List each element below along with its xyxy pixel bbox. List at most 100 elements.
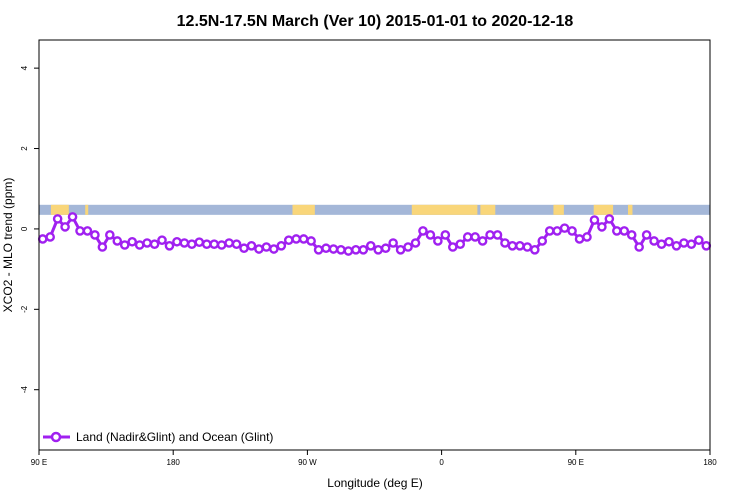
data-point bbox=[656, 239, 667, 249]
data-point bbox=[313, 245, 324, 255]
data-point bbox=[67, 212, 78, 222]
data-point bbox=[485, 230, 495, 240]
land-segment bbox=[292, 204, 315, 215]
data-point bbox=[216, 240, 227, 250]
land-segment bbox=[480, 204, 496, 215]
data-point bbox=[462, 232, 473, 242]
ocean-band bbox=[39, 204, 710, 215]
data-point bbox=[201, 239, 212, 249]
data-point bbox=[440, 230, 451, 240]
x-tick-label: 90 E bbox=[31, 458, 47, 467]
legend-label: Land (Nadir&Glint) and Ocean (Glint) bbox=[76, 430, 273, 444]
data-point bbox=[365, 241, 376, 251]
land-ocean-band bbox=[39, 204, 710, 215]
data-point bbox=[321, 243, 331, 254]
land-segment bbox=[50, 204, 69, 215]
data-point bbox=[403, 242, 413, 252]
data-point bbox=[82, 226, 93, 236]
data-point bbox=[105, 230, 115, 240]
y-tick-label: 2 bbox=[20, 146, 29, 151]
data-point bbox=[559, 223, 570, 233]
data-point bbox=[127, 236, 137, 247]
series-layer bbox=[37, 212, 712, 256]
y-tick-label: -4 bbox=[20, 386, 29, 394]
data-point bbox=[447, 242, 458, 252]
y-tick-label: 0 bbox=[20, 226, 29, 231]
data-point bbox=[112, 236, 123, 246]
data-point bbox=[172, 236, 182, 247]
data-point bbox=[149, 239, 160, 249]
y-axis-label: XCO2 - MLO trend (ppm) bbox=[1, 178, 15, 313]
data-point bbox=[641, 230, 652, 240]
data-point bbox=[507, 241, 518, 251]
data-point bbox=[239, 243, 249, 254]
data-point bbox=[119, 240, 130, 250]
plot-frame bbox=[38, 39, 711, 451]
data-point bbox=[336, 245, 346, 255]
data-point bbox=[246, 241, 257, 251]
data-point bbox=[612, 226, 622, 236]
data-point bbox=[343, 246, 354, 256]
data-point bbox=[298, 234, 309, 244]
data-point bbox=[261, 242, 272, 252]
data-point bbox=[142, 238, 152, 248]
y-tick-label: 4 bbox=[20, 65, 29, 70]
data-point bbox=[552, 226, 562, 236]
data-point bbox=[664, 236, 674, 247]
data-point bbox=[328, 244, 339, 254]
data-point bbox=[351, 245, 361, 255]
data-point bbox=[433, 236, 443, 246]
data-point bbox=[582, 232, 592, 242]
data-point bbox=[395, 245, 406, 255]
data-point bbox=[37, 234, 48, 244]
data-point bbox=[589, 215, 600, 225]
data-point bbox=[254, 244, 264, 254]
x-axis-label: Longitude (deg E) bbox=[327, 476, 422, 490]
land-segment bbox=[85, 204, 89, 215]
data-point bbox=[574, 234, 585, 244]
data-point bbox=[492, 230, 503, 240]
land-segment bbox=[553, 204, 564, 215]
data-point bbox=[276, 241, 287, 251]
y-axis-ticks: -4 -2 0 2 4 bbox=[20, 65, 39, 393]
data-point bbox=[373, 245, 384, 255]
data-point bbox=[224, 238, 234, 248]
data-point bbox=[209, 239, 220, 249]
data-point bbox=[90, 230, 100, 240]
data-point bbox=[597, 222, 607, 232]
data-point bbox=[380, 243, 391, 254]
data-point bbox=[45, 232, 55, 242]
x-tick-label: 90 E bbox=[568, 458, 584, 467]
data-point bbox=[231, 239, 242, 249]
data-point bbox=[694, 235, 704, 245]
data-point bbox=[164, 241, 175, 251]
data-point bbox=[306, 236, 316, 246]
data-point bbox=[358, 245, 369, 255]
x-tick-label: 90 W bbox=[298, 458, 317, 467]
data-point bbox=[418, 226, 428, 236]
data-point bbox=[187, 239, 197, 249]
x-tick-label: 0 bbox=[439, 458, 444, 467]
data-point bbox=[529, 245, 540, 255]
data-point bbox=[671, 241, 682, 251]
data-point bbox=[619, 226, 630, 236]
legend-marker bbox=[50, 431, 62, 443]
chart-title: 12.5N-17.5N March (Ver 10) 2015-01-01 to… bbox=[177, 13, 574, 30]
data-point bbox=[425, 230, 436, 240]
data-point bbox=[60, 222, 70, 232]
data-point bbox=[75, 226, 85, 236]
data-point bbox=[455, 239, 466, 249]
data-point bbox=[410, 238, 421, 248]
data-point bbox=[515, 241, 525, 251]
data-point bbox=[634, 242, 644, 252]
data-point bbox=[679, 238, 689, 248]
data-point bbox=[626, 230, 637, 240]
data-point bbox=[686, 239, 697, 249]
data-point bbox=[477, 236, 488, 246]
land-segment bbox=[411, 204, 478, 215]
data-point bbox=[701, 241, 712, 251]
legend: Land (Nadir&Glint) and Ocean (Glint) bbox=[43, 430, 273, 444]
data-point bbox=[269, 244, 279, 254]
data-point bbox=[470, 232, 480, 242]
